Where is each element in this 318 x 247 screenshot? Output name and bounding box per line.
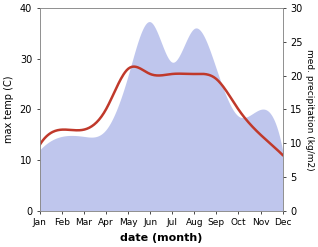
Y-axis label: max temp (C): max temp (C) (4, 76, 14, 143)
X-axis label: date (month): date (month) (120, 233, 202, 243)
Y-axis label: med. precipitation (kg/m2): med. precipitation (kg/m2) (305, 49, 314, 170)
